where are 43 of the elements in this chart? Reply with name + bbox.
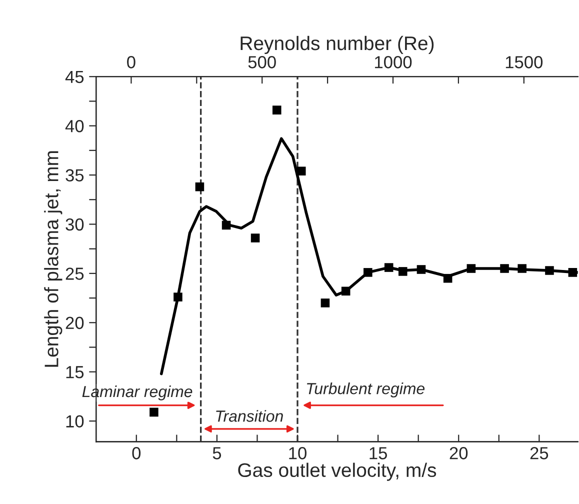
point [416,265,426,274]
point [195,182,204,192]
point [518,264,526,273]
point [296,166,306,176]
point [568,268,578,277]
x-tick-label: 10 [289,447,306,460]
point [500,264,509,273]
y-tick-label: 30 [66,218,84,231]
x2-tick-label: 1000 [375,56,412,68]
point [150,408,158,417]
point [272,106,282,114]
y-tick-label: 40 [65,120,84,132]
point [466,264,476,273]
x-axis-title: Gas outlet velocity, m/s [238,462,436,481]
point [398,267,408,276]
x2-axis-title: Reynolds number (Re) [240,36,434,54]
x-tick-label: 15 [370,447,387,460]
y-tick-label: 15 [66,366,84,378]
x-tick-label: 20 [450,447,468,460]
x2-tick-label: 0 [127,56,136,68]
point [222,220,231,230]
point [320,298,330,308]
x-tick-label: 25 [530,447,548,460]
y-tick-label: 10 [66,415,84,428]
y-tick-label: 25 [66,268,84,280]
annotation: Transition [216,410,283,422]
point [174,292,182,302]
x2-tick-label: 1500 [506,56,543,68]
x-tick-label: 5 [212,447,222,460]
y-tick-label: 35 [66,169,84,182]
point [545,266,554,275]
x-tick-label: 0 [132,447,141,460]
point [364,268,372,277]
y-axis-title: Length of plasma jet, mm [44,151,62,367]
x2-tick-label: 500 [248,56,276,68]
point [443,274,452,283]
point [250,234,260,242]
line-series [160,137,578,376]
y-tick-label: 20 [66,316,84,330]
point [341,286,350,296]
annotation: Turbulent regime [306,382,425,398]
y-tick-label: 45 [65,70,84,84]
point [384,263,394,272]
